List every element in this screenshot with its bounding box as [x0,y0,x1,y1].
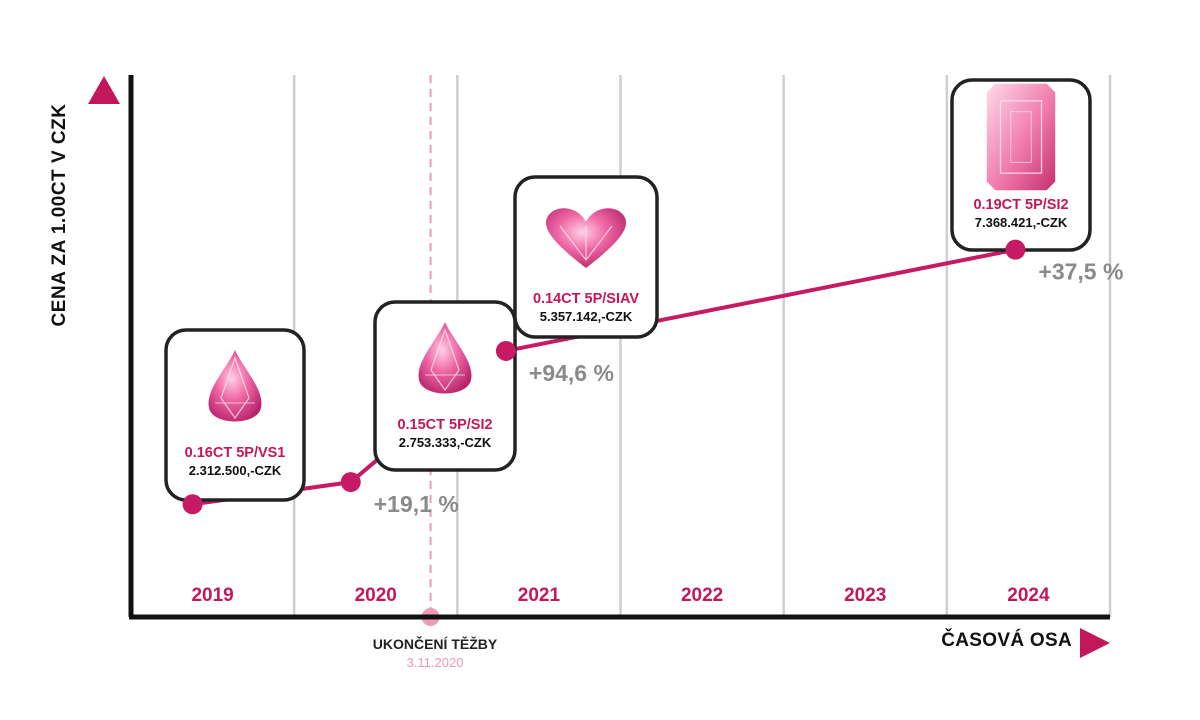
diamond-card: 0.19CT 5P/SI2 7.368.421,-CZK [950,78,1092,252]
diamond-title: 0.19CT 5P/SI2 [973,197,1068,213]
diamond-title: 0.15CT 5P/SI2 [397,417,492,433]
diamond-cards: 0.16CT 5P/VS1 2.312.500,-CZK 0.15CT 5P/SI2… [164,78,1092,502]
event-title: UKONČENÍ TĚŽBY [372,636,498,652]
labels: 2019 2020 2021 2022 2023 2024 +19,1 % +94,6 % +3… [191,259,1123,606]
diamond-price: 2.312.500,-CZK [189,463,282,478]
x-tick-label: 2019 [191,585,233,606]
data-point [495,340,516,361]
x-axis-label: ČASOVÁ OSA [941,630,1072,651]
diamond-price: 7.368.421,-CZK [975,215,1068,230]
x-tick-label: 2021 [518,585,561,606]
axes [88,75,1110,658]
diamond-title: 0.14CT 5P/SIAV [533,291,639,307]
data-point [1005,239,1026,260]
x-tick-label: 2023 [844,585,886,606]
diamond-card: 0.14CT 5P/SIAV 5.357.142,-CZK [513,175,659,339]
event-date: 3.11.2020 [406,655,464,670]
data-point [340,472,361,493]
diamond-card: 0.15CT 5P/SI2 2.753.333,-CZK [373,300,517,472]
data-point [182,494,203,515]
x-tick-label: 2022 [681,585,723,606]
pear-diamond-icon [208,350,262,422]
emerald-diamond-icon [986,83,1056,191]
change-label: +19,1 % [374,491,459,517]
x-axis-arrow-icon [1080,628,1110,658]
x-tick-label: 2024 [1007,585,1050,606]
diamond-price: 5.357.142,-CZK [540,309,633,324]
change-label: +94,6 % [529,360,614,386]
x-tick-label: 2020 [355,585,397,606]
change-label: +37,5 % [1038,259,1123,285]
data-points [182,239,1026,515]
pear-diamond-icon [418,322,472,394]
diamond-title: 0.16CT 5P/VS1 [185,445,286,461]
grid-lines [292,75,1112,617]
diamond-card: 0.16CT 5P/VS1 2.312.500,-CZK [164,328,306,502]
diamond-price: 2.753.333,-CZK [399,435,492,450]
y-axis-arrow-icon [88,76,120,104]
